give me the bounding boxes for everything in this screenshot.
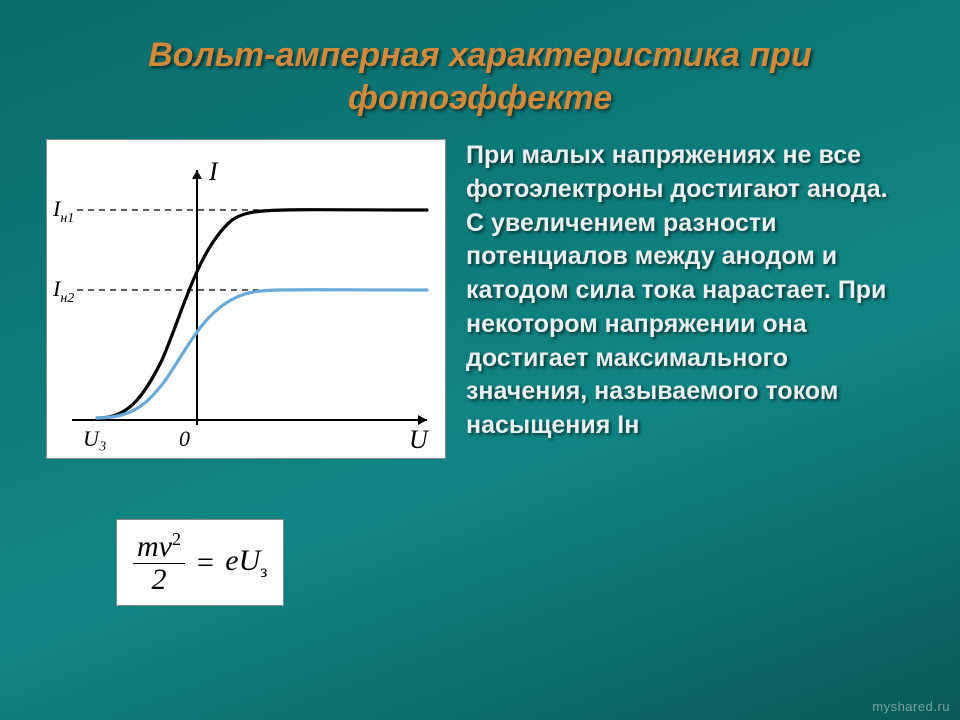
svg-text:U: U [409,425,430,454]
formula-m: m [137,530,159,563]
formula-v: v [159,530,172,563]
formula-U: U [239,544,261,577]
svg-text:U₃: U₃ [83,426,107,451]
formula-equals: = [195,546,215,580]
svg-text:I: I [208,157,219,186]
formula: mv2 2 = eUз [133,530,267,595]
left-column: IU0U₃Iн1Iн2 mv2 2 = eUз [46,139,446,606]
svg-text:Iн2: Iн2 [52,276,74,306]
formula-denominator: 2 [148,564,171,596]
formula-fraction: mv2 2 [133,530,185,595]
formula-box: mv2 2 = eUз [116,519,284,606]
formula-sub: з [260,561,267,581]
formula-rhs: eUз [225,544,267,582]
svg-text:Iн1: Iн1 [52,196,74,226]
svg-text:0: 0 [179,426,190,451]
formula-exp: 2 [172,529,181,549]
iv-chart: I U 0 U₃ Iн1 Iн2 [46,139,446,459]
slide: Вольт-амперная характеристика при фотоэф… [0,0,960,720]
right-column: При малых напряжениях не все фотоэлектро… [466,139,914,443]
watermark: myshared.ru [872,699,950,714]
formula-e: e [225,544,238,577]
iv-chart-svg: I U 0 U₃ Iн1 Iн2 [47,140,447,460]
slide-title: Вольт-амперная характеристика при фотоэф… [46,34,914,119]
content-row: IU0U₃Iн1Iн2 mv2 2 = eUз [46,139,914,606]
formula-numerator: mv2 [133,530,185,564]
description-text: При малых напряжениях не все фотоэлектро… [466,139,914,443]
